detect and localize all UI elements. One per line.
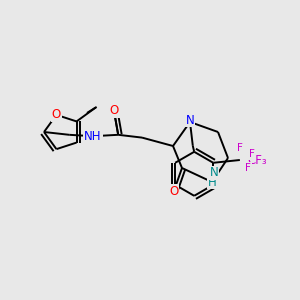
Text: O: O [110, 104, 118, 118]
Text: O: O [52, 108, 61, 122]
Text: O: O [169, 185, 178, 198]
Text: NH: NH [84, 130, 102, 143]
Text: F: F [245, 163, 251, 173]
Text: F: F [249, 149, 255, 159]
Text: H: H [208, 176, 216, 188]
Text: N: N [186, 113, 194, 127]
Text: CF₃: CF₃ [248, 154, 268, 166]
Text: N: N [210, 167, 218, 179]
Text: F: F [237, 143, 243, 153]
